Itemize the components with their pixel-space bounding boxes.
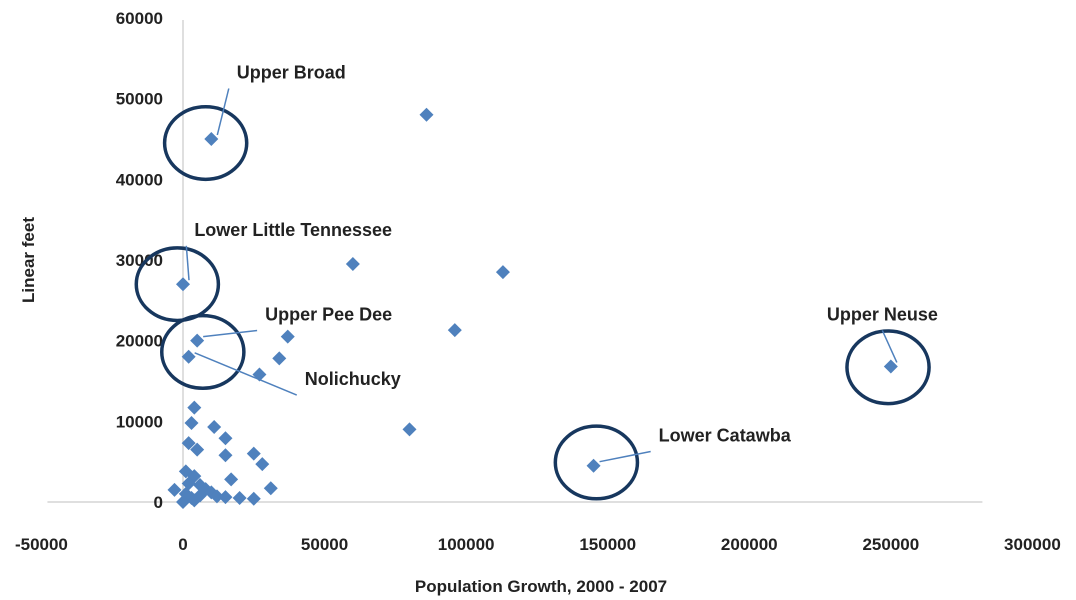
data-point bbox=[272, 351, 287, 366]
highlight-circle bbox=[553, 424, 640, 501]
y-tick-label: 20000 bbox=[116, 332, 163, 351]
data-point bbox=[181, 476, 196, 491]
annotation-label: Upper Pee Dee bbox=[265, 304, 392, 324]
data-point bbox=[167, 482, 182, 497]
data-point bbox=[232, 490, 247, 505]
y-tick-label: 0 bbox=[154, 493, 163, 512]
y-tick-label: 50000 bbox=[116, 90, 163, 109]
x-axis-title: Population Growth, 2000 - 2007 bbox=[415, 577, 667, 596]
data-point bbox=[218, 431, 233, 446]
annotation-label: Lower Little Tennessee bbox=[194, 220, 392, 240]
data-point bbox=[447, 323, 462, 338]
data-point bbox=[218, 448, 233, 463]
annotation-leader-line bbox=[599, 450, 651, 463]
y-axis-title: Linear feet bbox=[19, 217, 38, 303]
data-point bbox=[207, 419, 222, 434]
data-point bbox=[419, 107, 434, 122]
annotation-circles bbox=[134, 104, 931, 501]
data-point bbox=[190, 442, 205, 457]
x-tick-label: 0 bbox=[178, 535, 187, 554]
data-point bbox=[184, 415, 199, 430]
data-point bbox=[176, 277, 190, 292]
y-tick-label: 40000 bbox=[116, 170, 163, 189]
highlight-circle bbox=[845, 329, 931, 406]
data-point bbox=[190, 333, 205, 348]
data-point bbox=[586, 458, 601, 473]
x-tick-label: 100000 bbox=[438, 535, 495, 554]
y-tick-label: 60000 bbox=[116, 9, 163, 28]
data-point bbox=[263, 481, 278, 496]
y-tick-label: 10000 bbox=[116, 412, 163, 431]
data-point bbox=[204, 131, 219, 146]
annotation-leader-line bbox=[216, 88, 230, 136]
highlight-circle bbox=[134, 246, 221, 323]
data-point bbox=[218, 490, 233, 505]
data-point bbox=[252, 367, 267, 382]
annotation-label: Lower Catawba bbox=[659, 425, 792, 445]
annotation-leader-line bbox=[203, 329, 258, 338]
data-point bbox=[345, 257, 360, 272]
data-point bbox=[246, 491, 261, 506]
data-point bbox=[176, 495, 190, 509]
x-tick-label: 50000 bbox=[301, 535, 348, 554]
data-point bbox=[495, 265, 510, 280]
data-point bbox=[181, 436, 196, 451]
data-points bbox=[167, 107, 898, 509]
annotation-label: Upper Neuse bbox=[827, 304, 938, 324]
highlight-circle bbox=[162, 104, 249, 182]
data-point bbox=[280, 329, 295, 344]
data-point bbox=[181, 349, 196, 364]
annotation-label: Nolichucky bbox=[305, 369, 401, 389]
data-point bbox=[192, 488, 207, 503]
x-tick-label: 300000 bbox=[1004, 535, 1061, 554]
annotation-label: Upper Broad bbox=[237, 62, 346, 82]
x-tick-label: -50000 bbox=[15, 535, 68, 554]
annotation-leader-line bbox=[881, 330, 898, 363]
x-tick-label: 200000 bbox=[721, 535, 778, 554]
annotation-leader-line bbox=[185, 245, 190, 281]
data-point bbox=[187, 400, 202, 415]
data-point bbox=[402, 422, 417, 437]
axes: -50000 0 50000 100000 150000 200000 250000 3000… bbox=[15, 9, 1061, 554]
data-point bbox=[255, 457, 270, 472]
x-tick-label: 150000 bbox=[579, 535, 636, 554]
highlight-circle bbox=[160, 313, 246, 391]
annotations: Upper Broad Lower Little Tennessee Upper P… bbox=[185, 62, 938, 463]
annotation-leader-line bbox=[194, 352, 298, 396]
data-point bbox=[209, 489, 224, 504]
data-point bbox=[246, 446, 261, 461]
data-point bbox=[883, 359, 898, 374]
x-tick-label: 250000 bbox=[862, 535, 919, 554]
data-point bbox=[224, 472, 239, 487]
